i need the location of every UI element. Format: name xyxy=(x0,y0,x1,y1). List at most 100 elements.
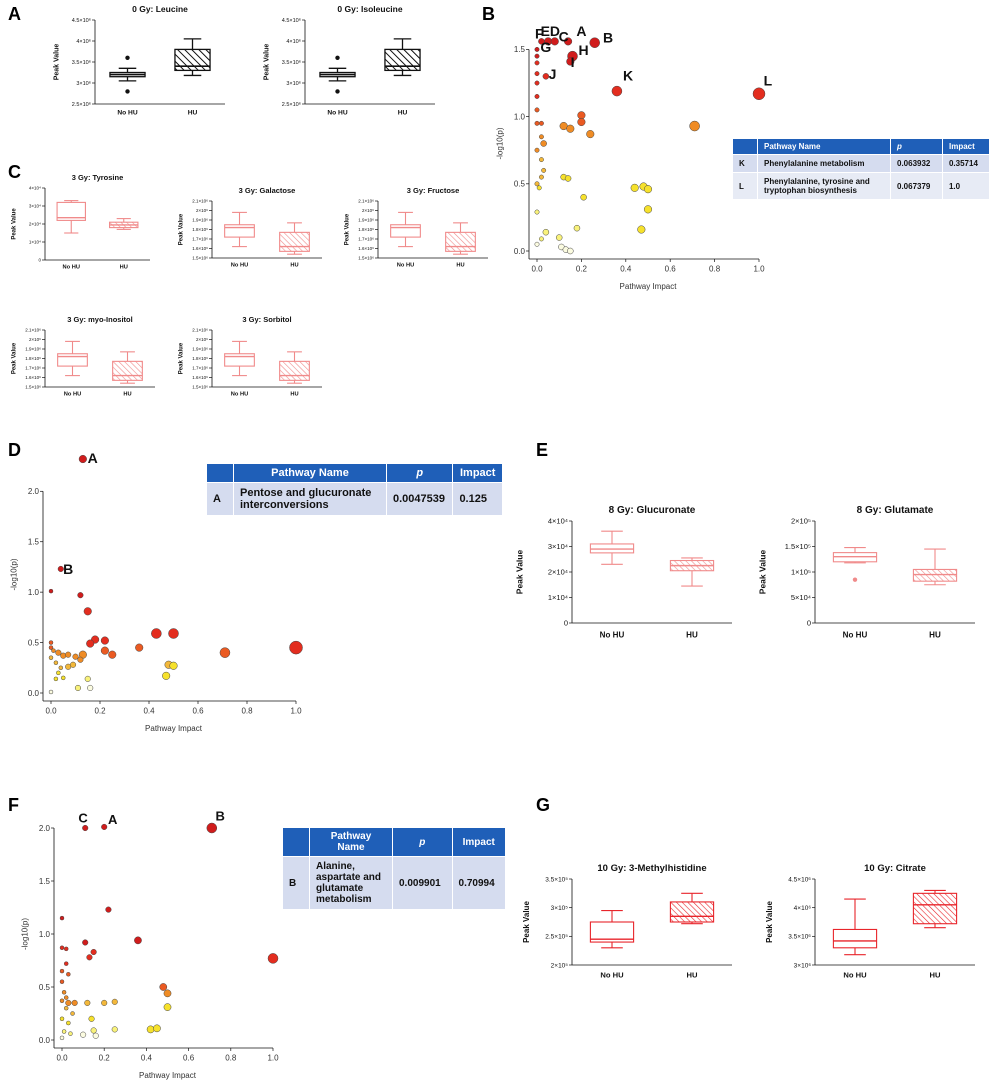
pathway-point xyxy=(105,906,112,913)
y-tick-label: 2.1×10⁶ xyxy=(358,199,374,204)
y-tick-label: 1×10⁴ xyxy=(548,593,568,602)
y-tick-label: 1.0 xyxy=(28,588,40,597)
y-tick-label: 1.9×10⁶ xyxy=(358,218,374,223)
table-d-header-p: p xyxy=(386,464,454,483)
y-tick-label: 2.0 xyxy=(39,824,51,833)
x-tick-label: 0.0 xyxy=(531,265,543,274)
y-tick-label: 0.5 xyxy=(28,638,40,647)
box-body xyxy=(912,892,958,925)
pathway-point xyxy=(48,640,54,645)
pathway-point xyxy=(540,140,547,147)
pathway-point xyxy=(59,968,65,974)
x-tick-label: 0.4 xyxy=(620,265,632,274)
pathway-point xyxy=(541,167,547,173)
pathway-point xyxy=(61,990,67,995)
y-tick-label: 1.5×10⁶ xyxy=(192,385,208,390)
pathway-point xyxy=(59,1016,65,1022)
pathway-point xyxy=(643,205,653,214)
pathway-point xyxy=(534,80,540,86)
box-outlier xyxy=(335,55,340,60)
pathway-point xyxy=(538,120,544,126)
y-tick-label: 3×10⁶ xyxy=(794,962,812,969)
table-d-cell: 0.125 xyxy=(452,482,503,515)
pathway-point xyxy=(567,247,574,255)
y-tick-label: 1.5 xyxy=(39,877,51,886)
pathway-table-b: Pathway Name p Impact K Phenylalanine me… xyxy=(733,139,991,199)
pathway-table-f: Pathway Name p Impact B Alanine, asparta… xyxy=(283,828,507,909)
panel-label-d: D xyxy=(8,440,21,460)
table-d-header-id xyxy=(207,464,234,483)
y-tick-label: 0.5 xyxy=(39,983,51,992)
pathway-point xyxy=(90,1027,97,1034)
table-d-header-name: Pathway Name xyxy=(233,464,387,483)
y-tick-label: 3×10⁵ xyxy=(551,905,569,912)
pathway-point xyxy=(163,989,172,998)
pathway-point xyxy=(534,94,540,99)
panel-label-f: F xyxy=(8,795,19,815)
pathway-point xyxy=(643,185,653,194)
pathway-point xyxy=(59,945,65,951)
y-axis-label: Peak Value xyxy=(765,901,774,943)
y-tick-label: 2×10⁶ xyxy=(196,208,208,213)
y-tick-label: 2×10⁶ xyxy=(196,337,208,342)
pathway-table-d: Pathway Name p Impact A Pentose and gluc… xyxy=(207,464,503,515)
x-tick-label: 0.4 xyxy=(143,707,155,716)
table-f-header-p: p xyxy=(392,828,453,857)
table-row: K Phenylalanine metabolism 0.063932 0.35… xyxy=(733,154,991,173)
y-tick-label: 1.5 xyxy=(28,538,40,547)
y-tick-label: 1.6×10⁶ xyxy=(25,375,41,380)
pathway-point xyxy=(61,1029,67,1034)
y-tick-label: 2.5×10⁶ xyxy=(282,101,301,108)
pathway-point xyxy=(55,649,62,656)
y-tick-label: 3.5×10⁶ xyxy=(282,59,301,66)
x-tick-label: HU xyxy=(290,392,298,398)
box-body xyxy=(589,921,635,943)
table-f-cell: 0.009901 xyxy=(392,856,453,909)
y-tick-label: 3×10⁶ xyxy=(76,80,91,87)
y-tick-label: 3×10⁶ xyxy=(286,80,301,87)
y-tick-label: 2×10⁴ xyxy=(29,222,41,227)
y-tick-label: 4×10⁴ xyxy=(548,517,568,526)
point-label: I xyxy=(571,54,575,70)
chart-title: 0 Gy: Leucine xyxy=(132,4,188,14)
pathway-point xyxy=(538,236,544,242)
pathway-point xyxy=(83,607,92,616)
y-axis-label: Peak Value xyxy=(758,550,768,595)
pathway-point xyxy=(48,588,54,594)
pathway-point xyxy=(564,37,573,46)
pathway-point xyxy=(289,640,303,655)
pathway-point xyxy=(534,120,540,126)
y-tick-label: 4.5×10⁶ xyxy=(282,17,301,24)
y-tick-label: 2×10⁶ xyxy=(362,208,374,213)
pathway-point xyxy=(577,111,586,120)
pathway-point xyxy=(68,1031,73,1036)
y-tick-label: 3.5×10⁵ xyxy=(545,876,568,883)
table-b-cell: 0.063932 xyxy=(890,154,943,173)
x-tick-label: HU xyxy=(686,630,698,639)
point-label: J xyxy=(549,66,557,82)
box-body xyxy=(57,353,88,367)
pathway-point xyxy=(752,87,766,101)
pathway-point xyxy=(538,134,544,140)
y-tick-label: 1.5×10⁵ xyxy=(785,542,811,551)
pathway-point xyxy=(168,628,179,639)
pathway-point xyxy=(84,999,91,1006)
x-tick-label: HU xyxy=(930,970,941,979)
y-axis-label: Peak Value xyxy=(264,44,271,81)
point-label: C xyxy=(559,28,569,44)
pathway-point xyxy=(534,71,540,77)
point-label: L xyxy=(764,73,773,89)
x-tick-label: No HU xyxy=(843,970,867,979)
x-tick-label: 0.0 xyxy=(56,1054,68,1063)
pathway-point xyxy=(550,37,559,46)
x-tick-label: 0.6 xyxy=(665,265,677,274)
table-f-header-name: Pathway Name xyxy=(309,828,393,857)
pathway-point xyxy=(82,939,89,946)
table-f-cell: 0.70994 xyxy=(452,856,507,909)
table-b-cell: Phenylalanine metabolism xyxy=(757,154,891,173)
y-tick-label: 2.5×10⁶ xyxy=(72,101,91,108)
y-axis-label: Peak Value xyxy=(11,208,17,240)
pathway-point xyxy=(66,1020,71,1026)
table-f-cell: Alanine, aspartate and glutamate metabol… xyxy=(309,856,393,909)
pathway-point xyxy=(134,936,142,945)
